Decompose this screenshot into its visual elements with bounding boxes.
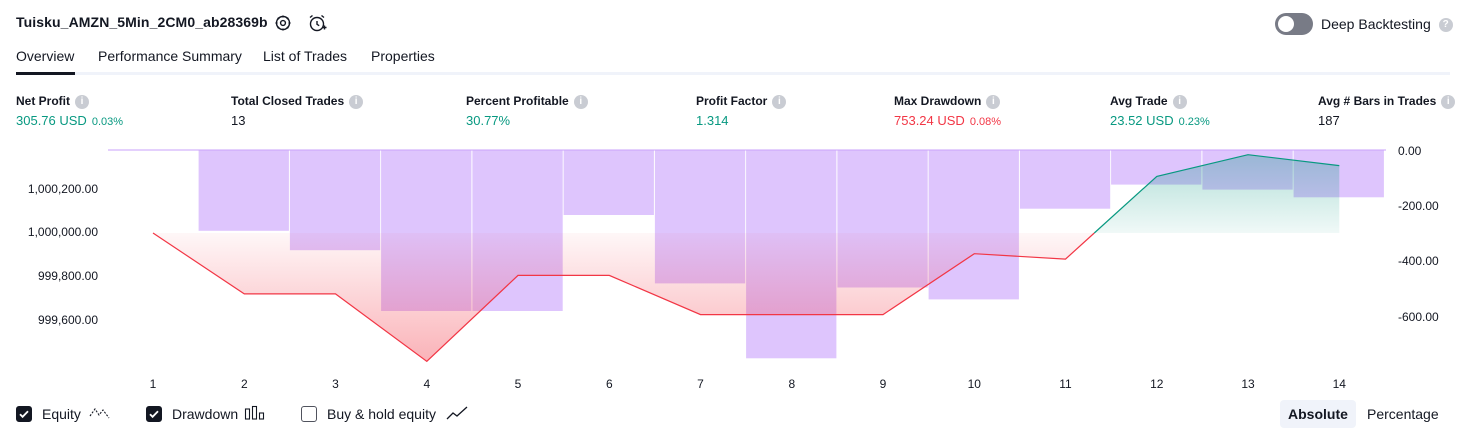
tab-list-of-trades[interactable]: List of Trades (263, 48, 348, 64)
drawdown-legend-label[interactable]: Drawdown (172, 406, 239, 422)
scale-absolute-button[interactable]: Absolute (1280, 400, 1356, 428)
x-axis-tick: 11 (1059, 377, 1072, 391)
info-icon[interactable]: i (772, 94, 787, 109)
right-axis-tick: -400.00 (1398, 254, 1439, 268)
drawdown-checkbox[interactable] (146, 406, 162, 422)
metric-percent-profitable: Percent Profitable i 30.77% (466, 94, 588, 128)
metric-net-profit: Net Profit i 305.76 USD 0.03% (16, 94, 124, 128)
info-icon[interactable]: i (349, 94, 364, 109)
drawdown-bar (198, 150, 289, 231)
info-icon[interactable]: i (986, 94, 1001, 109)
x-axis-tick: 13 (1241, 377, 1255, 391)
active-tab-indicator (16, 72, 75, 75)
strategy-title: Tuisku_AMZN_5Min_2CM0_ab28369b (16, 14, 268, 30)
info-icon[interactable]: i (1172, 94, 1187, 109)
right-axis-tick: -200.00 (1398, 199, 1439, 213)
right-axis-tick: 0.00 (1398, 144, 1422, 158)
x-axis-tick: 4 (423, 377, 431, 391)
equity-gain-area (1094, 154, 1340, 233)
info-icon[interactable]: i (1441, 94, 1456, 109)
equity-line-below (152, 232, 1095, 363)
buy-hold-legend-label[interactable]: Buy & hold equity (327, 406, 436, 422)
tab-overview[interactable]: Overview (16, 48, 75, 64)
x-axis-tick: 1 (149, 377, 157, 391)
left-axis-tick: 1,000,200.00 (27, 182, 98, 196)
x-axis-tick: 8 (788, 377, 796, 391)
metric-total-closed-trades: Total Closed Trades i 13 (231, 94, 364, 128)
alarm-clock-plus-icon[interactable] (306, 12, 328, 34)
x-axis-tick: 2 (240, 377, 248, 391)
deep-backtesting-toggle[interactable] (1275, 13, 1313, 35)
x-axis-tick: 10 (967, 377, 981, 391)
tab-bar: Overview Performance Summary List of Tra… (16, 48, 1446, 70)
tabs-divider (16, 72, 1450, 75)
metric-profit-factor: Profit Factor i 1.314 (696, 94, 787, 128)
equity-checkbox[interactable] (16, 406, 32, 422)
help-icon[interactable]: ? (1438, 18, 1453, 33)
right-axis-tick: -600.00 (1398, 310, 1439, 324)
drawdown-bar (928, 150, 1019, 300)
equity-legend-label[interactable]: Equity (42, 406, 81, 422)
scale-percentage-button[interactable]: Percentage (1367, 406, 1439, 422)
left-axis-tick: 999,600.00 (37, 313, 98, 327)
x-axis-tick: 9 (879, 377, 887, 391)
drawdown-bar (563, 150, 654, 215)
bars-icon (244, 405, 265, 420)
tab-performance-summary[interactable]: Performance Summary (98, 48, 242, 64)
left-axis-tick: 999,800.00 (37, 269, 98, 283)
drawdown-bar (1019, 150, 1111, 209)
deep-backtesting-label: Deep Backtesting ? (1321, 16, 1453, 33)
trend-line-icon (446, 406, 468, 420)
left-axis-tick: 1,000,000.00 (27, 225, 98, 239)
x-axis-tick: 5 (514, 377, 522, 391)
x-axis-tick: 12 (1150, 377, 1164, 391)
buy-hold-checkbox[interactable] (301, 406, 317, 422)
x-axis-tick: 14 (1332, 377, 1346, 391)
x-axis-tick: 7 (697, 377, 704, 391)
info-icon[interactable]: i (75, 94, 89, 109)
metric-avg-bars-in-trades: Avg # Bars in Trades i 187 (1318, 94, 1456, 128)
metric-avg-trade: Avg Trade i 23.52 USD 0.23% (1110, 94, 1210, 128)
metric-max-drawdown: Max Drawdown i 753.24 USD 0.08% (894, 94, 1002, 128)
x-axis-tick: 6 (605, 377, 613, 391)
equity-loss-area (153, 233, 1095, 362)
tab-properties[interactable]: Properties (371, 48, 435, 64)
info-icon[interactable]: i (573, 94, 588, 109)
x-axis-tick: 3 (332, 377, 339, 391)
equity-line-icon (89, 408, 110, 419)
equity-line-above (1093, 154, 1340, 234)
gear-icon[interactable] (272, 12, 294, 34)
